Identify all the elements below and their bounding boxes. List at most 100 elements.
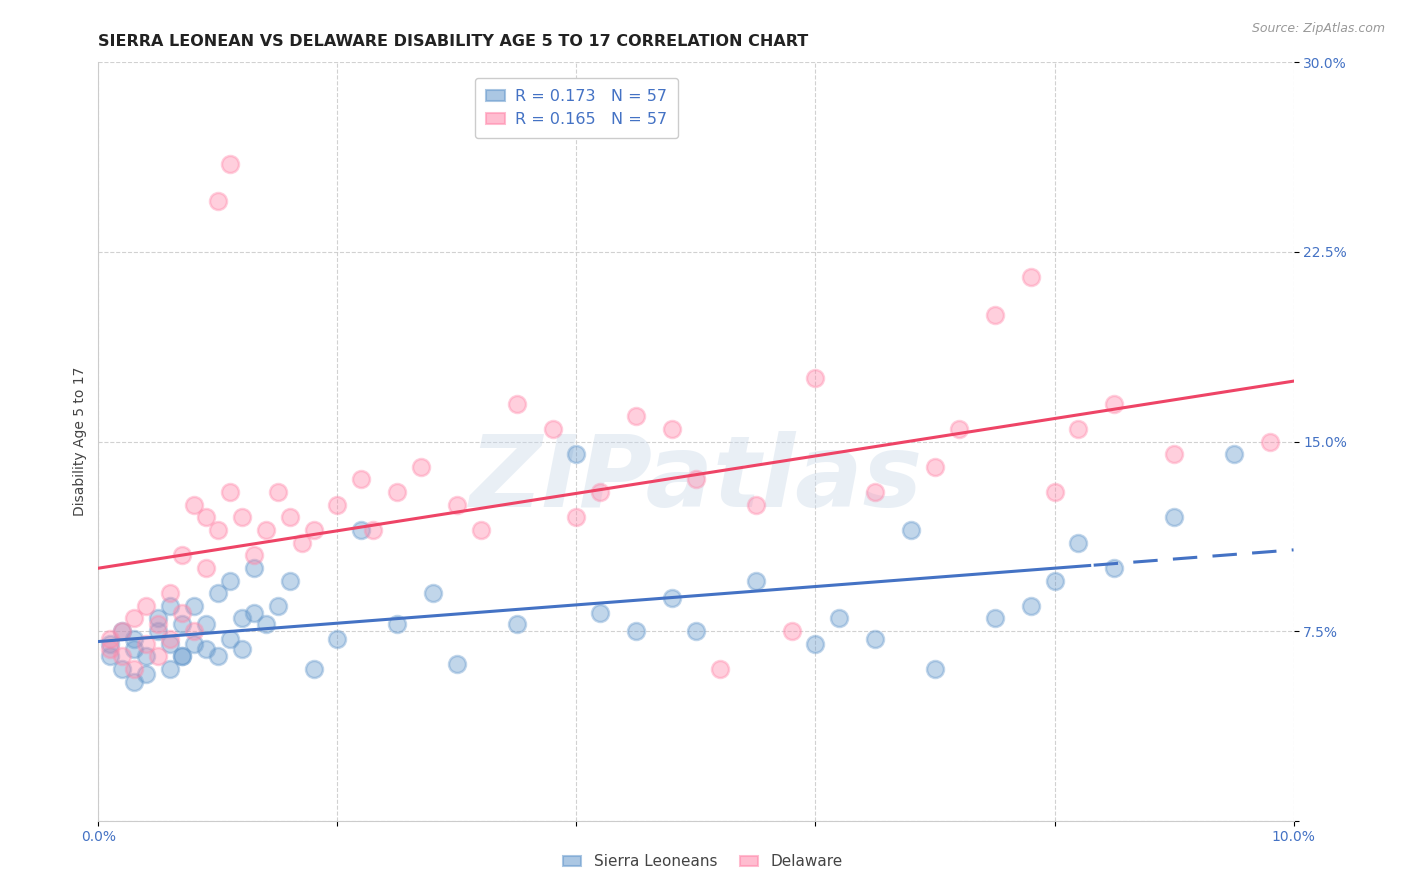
- Point: [278, 574, 301, 588]
- Point: [243, 561, 266, 575]
- Point: [183, 498, 205, 512]
- Point: [195, 641, 218, 656]
- Point: [172, 649, 194, 664]
- Point: [195, 510, 218, 524]
- Point: [326, 632, 349, 646]
- Text: ZIPatlas: ZIPatlas: [470, 431, 922, 528]
- Point: [326, 498, 349, 512]
- Point: [948, 422, 970, 436]
- Point: [231, 611, 253, 625]
- Point: [1043, 574, 1066, 588]
- Point: [302, 662, 325, 676]
- Point: [924, 459, 946, 474]
- Point: [111, 624, 134, 639]
- Point: [865, 485, 887, 500]
- Point: [291, 535, 314, 549]
- Point: [302, 523, 325, 537]
- Legend: R = 0.173   N = 57, R = 0.165   N = 57: R = 0.173 N = 57, R = 0.165 N = 57: [475, 78, 678, 138]
- Point: [1163, 510, 1185, 524]
- Point: [98, 632, 122, 646]
- Point: [183, 599, 205, 613]
- Point: [661, 591, 683, 606]
- Point: [183, 624, 205, 639]
- Point: [207, 194, 229, 209]
- Point: [219, 485, 242, 500]
- Point: [1019, 599, 1042, 613]
- Point: [124, 611, 146, 625]
- Point: [350, 523, 373, 537]
- Point: [207, 523, 229, 537]
- Point: [422, 586, 444, 600]
- Point: [984, 611, 1007, 625]
- Point: [924, 662, 946, 676]
- Point: [661, 422, 683, 436]
- Point: [804, 637, 827, 651]
- Point: [626, 409, 648, 424]
- Point: [900, 523, 922, 537]
- Point: [159, 586, 181, 600]
- Point: [411, 459, 433, 474]
- Point: [183, 637, 205, 651]
- Text: Source: ZipAtlas.com: Source: ZipAtlas.com: [1251, 22, 1385, 36]
- Point: [111, 662, 134, 676]
- Point: [172, 649, 194, 664]
- Point: [1067, 422, 1090, 436]
- Point: [135, 637, 157, 651]
- Point: [219, 632, 242, 646]
- Point: [350, 473, 373, 487]
- Point: [124, 662, 146, 676]
- Point: [195, 616, 218, 631]
- Point: [243, 548, 266, 563]
- Point: [231, 641, 253, 656]
- Point: [1104, 396, 1126, 410]
- Point: [172, 616, 194, 631]
- Point: [470, 523, 492, 537]
- Point: [828, 611, 851, 625]
- Point: [1258, 434, 1281, 449]
- Point: [135, 667, 157, 681]
- Point: [111, 624, 134, 639]
- Point: [159, 662, 181, 676]
- Point: [804, 371, 827, 385]
- Point: [1104, 561, 1126, 575]
- Point: [219, 156, 242, 170]
- Point: [685, 624, 707, 639]
- Point: [565, 447, 588, 461]
- Legend: Sierra Leoneans, Delaware: Sierra Leoneans, Delaware: [557, 848, 849, 875]
- Point: [541, 422, 564, 436]
- Point: [745, 498, 768, 512]
- Point: [589, 485, 612, 500]
- Point: [159, 632, 181, 646]
- Point: [385, 485, 409, 500]
- Point: [1223, 447, 1246, 461]
- Point: [780, 624, 803, 639]
- Y-axis label: Disability Age 5 to 17: Disability Age 5 to 17: [73, 367, 87, 516]
- Point: [1163, 447, 1185, 461]
- Point: [172, 548, 194, 563]
- Point: [231, 510, 253, 524]
- Point: [267, 485, 290, 500]
- Point: [124, 632, 146, 646]
- Point: [148, 611, 170, 625]
- Point: [363, 523, 385, 537]
- Point: [124, 674, 146, 689]
- Point: [267, 599, 290, 613]
- Point: [1043, 485, 1066, 500]
- Point: [135, 649, 157, 664]
- Point: [148, 616, 170, 631]
- Point: [385, 616, 409, 631]
- Point: [98, 641, 122, 656]
- Point: [124, 641, 146, 656]
- Point: [148, 624, 170, 639]
- Point: [172, 607, 194, 621]
- Point: [254, 523, 277, 537]
- Point: [1067, 535, 1090, 549]
- Point: [111, 649, 134, 664]
- Point: [506, 396, 529, 410]
- Point: [159, 599, 181, 613]
- Text: SIERRA LEONEAN VS DELAWARE DISABILITY AGE 5 TO 17 CORRELATION CHART: SIERRA LEONEAN VS DELAWARE DISABILITY AG…: [98, 34, 808, 49]
- Point: [278, 510, 301, 524]
- Point: [446, 498, 468, 512]
- Point: [135, 599, 157, 613]
- Point: [159, 637, 181, 651]
